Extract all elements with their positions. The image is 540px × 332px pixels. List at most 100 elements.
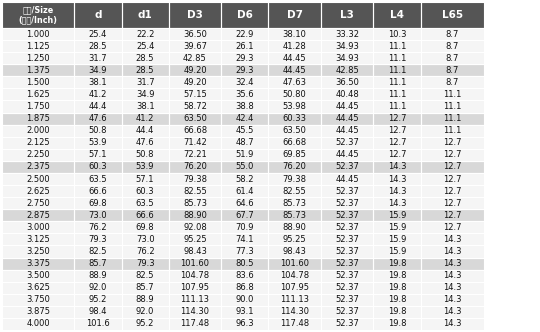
Bar bbox=[75, 2, 122, 28]
Bar bbox=[2, 270, 75, 282]
Text: 19.8: 19.8 bbox=[388, 319, 406, 328]
Bar bbox=[122, 221, 168, 233]
Text: 12.7: 12.7 bbox=[388, 114, 406, 123]
Bar bbox=[268, 258, 321, 270]
Text: 93.1: 93.1 bbox=[235, 307, 254, 316]
Bar bbox=[122, 258, 168, 270]
Bar bbox=[2, 282, 75, 294]
Bar bbox=[2, 258, 75, 270]
Bar bbox=[374, 149, 421, 161]
Bar bbox=[321, 318, 374, 330]
Text: d1: d1 bbox=[138, 10, 152, 20]
Text: 80.5: 80.5 bbox=[235, 259, 254, 268]
Text: 15.9: 15.9 bbox=[388, 211, 406, 220]
Text: 29.3: 29.3 bbox=[235, 66, 254, 75]
Bar bbox=[122, 209, 168, 221]
Bar bbox=[2, 173, 75, 185]
Bar bbox=[75, 221, 122, 233]
Bar bbox=[221, 64, 268, 76]
Text: 19.8: 19.8 bbox=[388, 295, 406, 304]
Text: 36.50: 36.50 bbox=[335, 78, 359, 87]
Text: 29.3: 29.3 bbox=[235, 54, 254, 63]
Text: 14.3: 14.3 bbox=[443, 283, 462, 292]
Text: 88.90: 88.90 bbox=[183, 211, 207, 220]
Text: 31.7: 31.7 bbox=[136, 78, 154, 87]
Bar bbox=[268, 161, 321, 173]
Bar bbox=[168, 149, 221, 161]
Bar bbox=[268, 64, 321, 76]
Bar bbox=[374, 221, 421, 233]
Text: 79.3: 79.3 bbox=[136, 259, 154, 268]
Text: 95.2: 95.2 bbox=[89, 295, 107, 304]
Text: 41.2: 41.2 bbox=[136, 114, 154, 123]
Bar bbox=[221, 318, 268, 330]
Text: 8.7: 8.7 bbox=[446, 78, 459, 87]
Bar bbox=[221, 233, 268, 245]
Text: D6: D6 bbox=[237, 10, 253, 20]
Bar bbox=[168, 197, 221, 209]
Bar bbox=[75, 161, 122, 173]
Text: 11.1: 11.1 bbox=[388, 66, 406, 75]
Bar bbox=[421, 28, 484, 40]
Text: 11.1: 11.1 bbox=[443, 126, 462, 135]
Bar bbox=[268, 2, 321, 28]
Text: 63.50: 63.50 bbox=[283, 126, 307, 135]
Bar bbox=[321, 197, 374, 209]
Text: 47.6: 47.6 bbox=[136, 138, 154, 147]
Text: 52.37: 52.37 bbox=[335, 162, 359, 171]
Bar bbox=[75, 245, 122, 258]
Bar bbox=[122, 306, 168, 318]
Bar bbox=[122, 197, 168, 209]
Bar bbox=[374, 101, 421, 113]
Text: 96.3: 96.3 bbox=[235, 319, 254, 328]
Text: 55.0: 55.0 bbox=[235, 162, 254, 171]
Bar bbox=[421, 221, 484, 233]
Bar bbox=[421, 270, 484, 282]
Bar bbox=[2, 52, 75, 64]
Bar bbox=[321, 113, 374, 124]
Text: 12.7: 12.7 bbox=[388, 126, 406, 135]
Text: 57.15: 57.15 bbox=[183, 90, 207, 99]
Text: 38.1: 38.1 bbox=[89, 78, 107, 87]
Text: 52.37: 52.37 bbox=[335, 187, 359, 196]
Bar bbox=[122, 124, 168, 137]
Bar bbox=[321, 40, 374, 52]
Bar bbox=[321, 282, 374, 294]
Bar bbox=[268, 52, 321, 64]
Text: 22.2: 22.2 bbox=[136, 30, 154, 39]
Bar bbox=[168, 173, 221, 185]
Text: 98.43: 98.43 bbox=[283, 247, 307, 256]
Bar bbox=[168, 306, 221, 318]
Bar bbox=[168, 233, 221, 245]
Bar bbox=[374, 294, 421, 306]
Text: 3.625: 3.625 bbox=[26, 283, 50, 292]
Text: 規格/Size
(英制/Inch): 規格/Size (英制/Inch) bbox=[19, 5, 58, 25]
Bar bbox=[75, 28, 122, 40]
Text: 44.4: 44.4 bbox=[136, 126, 154, 135]
Text: 15.9: 15.9 bbox=[388, 247, 406, 256]
Bar bbox=[374, 209, 421, 221]
Text: 85.7: 85.7 bbox=[136, 283, 154, 292]
Bar bbox=[122, 52, 168, 64]
Text: 12.7: 12.7 bbox=[443, 150, 462, 159]
Bar bbox=[168, 124, 221, 137]
Text: 60.3: 60.3 bbox=[136, 187, 154, 196]
Bar bbox=[75, 76, 122, 88]
Text: 52.37: 52.37 bbox=[335, 211, 359, 220]
Text: 11.1: 11.1 bbox=[388, 78, 406, 87]
Bar bbox=[122, 318, 168, 330]
Bar bbox=[221, 209, 268, 221]
Bar bbox=[268, 209, 321, 221]
Text: 82.5: 82.5 bbox=[136, 271, 154, 280]
Bar bbox=[268, 185, 321, 197]
Bar bbox=[421, 101, 484, 113]
Text: 12.7: 12.7 bbox=[443, 162, 462, 171]
Bar bbox=[2, 294, 75, 306]
Text: 26.1: 26.1 bbox=[235, 42, 254, 50]
Text: D3: D3 bbox=[187, 10, 203, 20]
Text: 44.4: 44.4 bbox=[89, 102, 107, 111]
Bar bbox=[2, 245, 75, 258]
Text: 82.55: 82.55 bbox=[183, 187, 207, 196]
Text: 12.7: 12.7 bbox=[388, 150, 406, 159]
Bar bbox=[122, 270, 168, 282]
